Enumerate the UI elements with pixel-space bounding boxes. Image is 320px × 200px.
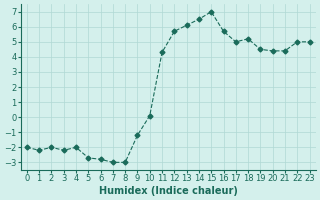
X-axis label: Humidex (Indice chaleur): Humidex (Indice chaleur) — [99, 186, 238, 196]
